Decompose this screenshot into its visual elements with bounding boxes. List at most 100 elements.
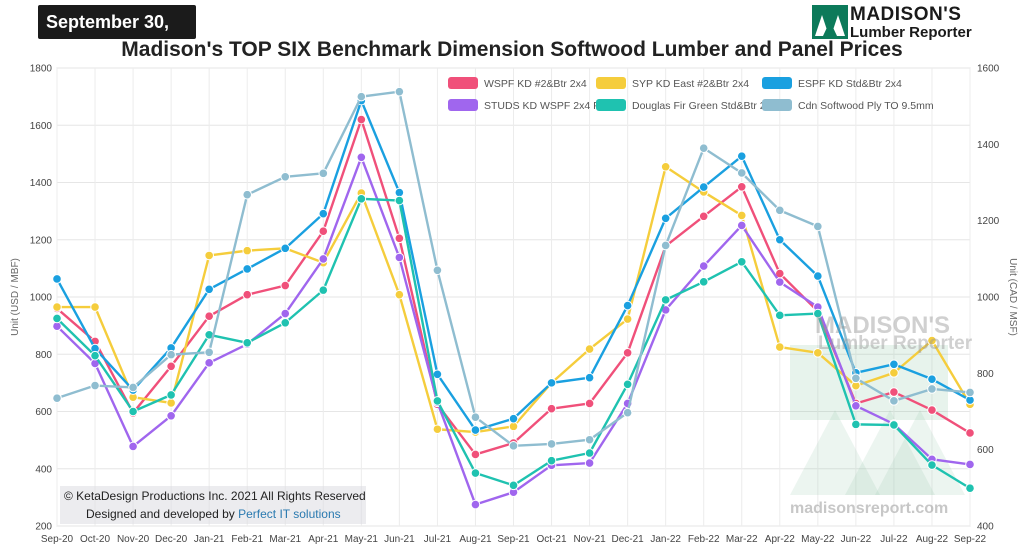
watermark-line2: Lumber Reporter — [818, 333, 973, 354]
credits-line1: © KetaDesign Productions Inc. 2021 All R… — [64, 489, 366, 503]
series-1 — [52, 161, 975, 437]
data-point — [965, 483, 975, 494]
date-bold: September 30, — [46, 12, 170, 32]
data-point — [508, 480, 519, 491]
data-point — [889, 387, 899, 397]
data-point — [698, 143, 709, 153]
data-point — [584, 344, 595, 354]
x-tick: Feb-21 — [231, 534, 263, 545]
x-tick: Jul-21 — [424, 534, 452, 545]
data-point — [280, 243, 291, 254]
data-point — [204, 347, 214, 358]
data-point — [851, 373, 861, 384]
logo-mark-icon — [812, 5, 848, 39]
data-point — [52, 302, 62, 312]
data-point — [660, 295, 671, 305]
data-point — [546, 378, 557, 388]
data-point — [736, 151, 747, 161]
data-point — [242, 245, 253, 256]
data-point — [584, 372, 595, 383]
x-tick: Jul-22 — [880, 534, 908, 545]
series-2 — [52, 95, 975, 435]
data-point — [470, 425, 481, 435]
data-point — [128, 441, 138, 452]
data-point — [889, 359, 899, 370]
data-point — [927, 460, 937, 470]
data-point — [927, 374, 937, 384]
credits-line2: Designed and developed by Perfect IT sol… — [86, 507, 341, 521]
logo-line1: MADISON'S — [850, 4, 962, 25]
x-tick: Dec-20 — [155, 534, 188, 545]
data-point — [280, 171, 291, 182]
data-point — [318, 226, 329, 236]
data-point — [889, 420, 899, 430]
y-tick-left: 1400 — [30, 178, 53, 189]
x-tick: Mar-22 — [726, 534, 758, 545]
y-tick-right: 1600 — [977, 64, 1000, 75]
data-point — [660, 213, 671, 224]
legend-swatch — [448, 77, 478, 89]
legend-label: STUDS KD WSPF 2x4 PET — [484, 100, 614, 112]
data-point — [204, 358, 214, 368]
data-point — [546, 403, 557, 414]
data-point — [356, 152, 367, 163]
data-point — [52, 393, 62, 403]
data-point — [927, 405, 937, 415]
y-tick-right: 800 — [977, 369, 994, 380]
data-point — [394, 233, 405, 244]
data-point — [280, 280, 291, 291]
data-point — [927, 384, 937, 394]
y-tick-right: 400 — [977, 522, 994, 533]
data-point — [280, 317, 291, 328]
series-4 — [52, 194, 975, 494]
data-point — [470, 412, 481, 423]
y-tick-left: 600 — [35, 407, 52, 418]
credits-link[interactable]: Perfect IT solutions — [238, 507, 341, 521]
data-point — [470, 449, 481, 460]
x-tick: Jun-22 — [841, 534, 872, 545]
x-tick: Nov-20 — [117, 534, 150, 545]
x-tick: Aug-21 — [459, 534, 492, 545]
legend-swatch — [762, 99, 792, 111]
legend-label: ESPF KD Std&Btr 2x4 — [798, 78, 902, 90]
data-point — [242, 189, 253, 200]
data-point — [774, 342, 785, 352]
watermark-logo-shapes — [790, 345, 965, 495]
data-point — [432, 424, 443, 435]
data-point — [470, 468, 481, 478]
data-point — [546, 439, 557, 449]
data-point — [356, 194, 367, 204]
data-point — [736, 220, 747, 231]
data-point — [204, 311, 214, 321]
data-point — [204, 284, 214, 295]
data-point — [927, 335, 937, 346]
credits-box — [60, 486, 366, 524]
y-tick-right: 1200 — [977, 216, 1000, 227]
legend-label: WSPF KD #2&Btr 2x4 — [484, 78, 587, 90]
data-point — [813, 271, 823, 281]
y-tick-right: 1000 — [977, 293, 1000, 304]
data-point — [90, 380, 100, 391]
data-point — [698, 261, 709, 271]
data-point — [52, 274, 62, 284]
data-point — [889, 396, 899, 406]
chart-title: Madison's TOP SIX Benchmark Dimension So… — [121, 38, 903, 61]
x-tick: Jan-22 — [650, 534, 681, 545]
legend-label: SYP KD East #2&Btr 2x4 — [632, 78, 749, 90]
data-point — [356, 91, 367, 102]
x-tick: Apr-21 — [308, 534, 338, 545]
date-year: 2022 — [46, 46, 87, 66]
data-point — [318, 254, 329, 264]
data-point — [622, 379, 633, 390]
legend-label: Cdn Softwood Ply TO 9.5mm — [798, 100, 934, 112]
data-point — [394, 86, 405, 97]
y-tick-left: 1000 — [30, 293, 53, 304]
data-point — [736, 168, 747, 178]
data-point — [584, 448, 595, 458]
data-point — [318, 168, 329, 179]
data-point — [166, 349, 176, 360]
data-point — [166, 361, 176, 372]
data-point — [584, 398, 595, 409]
